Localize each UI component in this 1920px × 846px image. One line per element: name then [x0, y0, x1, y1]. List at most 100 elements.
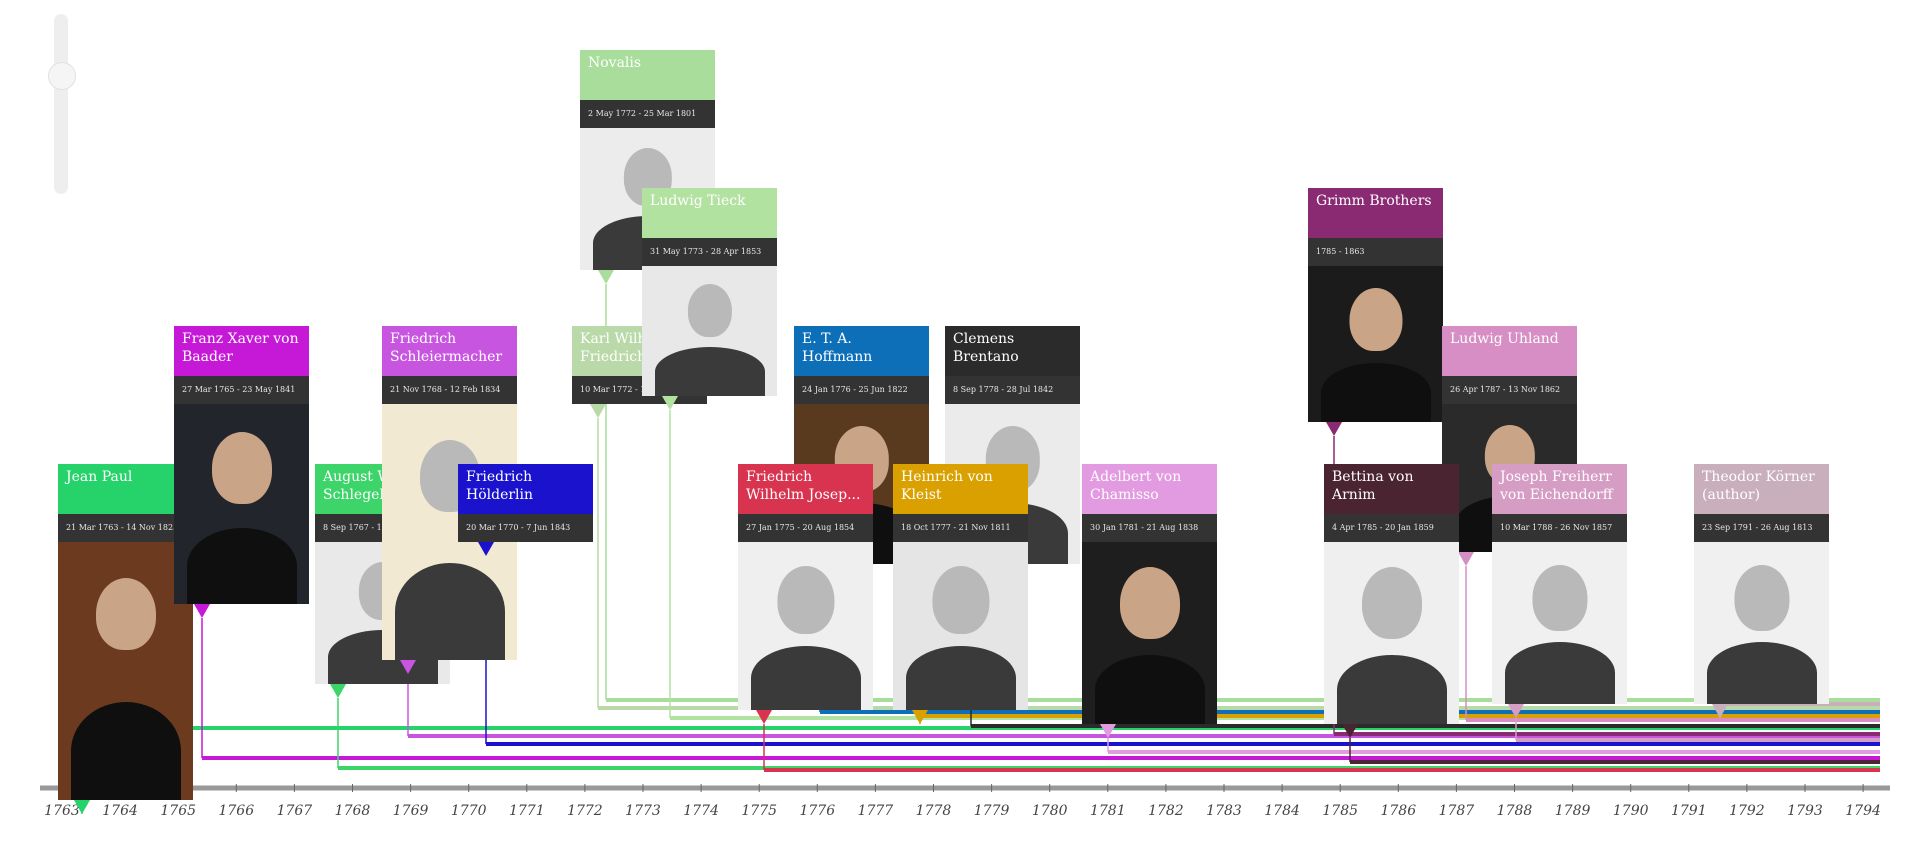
zoom-slider[interactable] [54, 14, 68, 194]
axis-year-label: 1791 [1671, 803, 1707, 819]
person-card-kleist[interactable]: Heinrich von Kleist 18 Oct 1777 - 21 Nov … [893, 464, 1028, 710]
axis-year-label: 1764 [102, 803, 138, 819]
timeline-marker-kleist[interactable] [912, 710, 928, 724]
person-name: Friedrich Hölderlin [458, 464, 593, 514]
axis-year-label: 1773 [625, 803, 661, 819]
person-card-chamisso[interactable]: Adelbert von Chamisso 30 Jan 1781 - 21 Au… [1082, 464, 1217, 724]
axis-year-label: 1793 [1787, 803, 1823, 819]
timeline-marker-schleiermacher[interactable] [400, 660, 416, 674]
person-dates: 21 Nov 1768 - 12 Feb 1834 [382, 376, 517, 404]
person-name: Friedrich Schleiermacher [382, 326, 517, 376]
portrait-image [1308, 266, 1443, 422]
person-dates: 10 Mar 1788 - 26 Nov 1857 [1492, 514, 1627, 542]
zoom-slider-handle[interactable] [48, 62, 76, 90]
person-dates: 27 Jan 1775 - 20 Aug 1854 [738, 514, 873, 542]
axis-year-label: 1767 [277, 803, 313, 819]
axis-ticks: 1763 1764 1765 1766 1767 1768 1769 1770 1771 1772… [44, 784, 1881, 819]
person-dates: 2 May 1772 - 25 Mar 1801 [580, 100, 715, 128]
person-dates: 8 Sep 1778 - 28 Jul 1842 [945, 376, 1080, 404]
timeline-marker-uhland[interactable] [1458, 552, 1474, 566]
axis-year-label: 1769 [393, 803, 429, 819]
axis-year-label: 1768 [335, 803, 371, 819]
person-dates: 21 Mar 1763 - 14 Nov 1825 [58, 514, 193, 542]
axis-year-label: 1778 [916, 803, 952, 819]
axis-year-label: 1783 [1206, 803, 1242, 819]
axis-year-label: 1763 [44, 803, 80, 819]
person-card-schleiermacher[interactable]: Friedrich Schleiermacher 21 Nov 1768 - 12… [382, 326, 517, 660]
person-name: Grimm Brothers [1308, 188, 1443, 238]
axis-year-label: 1777 [858, 803, 894, 819]
person-card-tieck[interactable]: Ludwig Tieck 31 May 1773 - 28 Apr 1853 [642, 188, 777, 396]
person-card-baader[interactable]: Franz Xaver von Baader 27 Mar 1765 - 23 M… [174, 326, 309, 604]
axis-year-label: 1781 [1090, 803, 1126, 819]
portrait-image [1082, 542, 1217, 724]
axis-year-label: 1786 [1380, 803, 1416, 819]
person-card-schelling[interactable]: Friedrich Wilhelm Josep... 27 Jan 1775 - … [738, 464, 873, 710]
portrait-image [174, 404, 309, 604]
person-dates: 4 Apr 1785 - 20 Jan 1859 [1324, 514, 1459, 542]
person-dates: 27 Mar 1765 - 23 May 1841 [174, 376, 309, 404]
timeline-marker-baader[interactable] [194, 604, 210, 618]
person-name: E. T. A. Hoffmann [794, 326, 929, 376]
person-dates: 23 Sep 1791 - 26 Aug 1813 [1694, 514, 1829, 542]
portrait-image [1324, 542, 1459, 724]
portrait-image [382, 404, 517, 660]
axis-year-label: 1782 [1148, 803, 1184, 819]
portrait-image [58, 542, 193, 800]
timeline-marker-schlegel[interactable] [330, 684, 346, 698]
timeline-marker-koerner[interactable] [1712, 704, 1728, 718]
timeline-marker-eichendorff[interactable] [1508, 704, 1524, 718]
person-card-eichendorff[interactable]: Joseph Freiherr von Eichendorff 10 Mar 17… [1492, 464, 1627, 704]
portrait-image [893, 542, 1028, 710]
timeline-marker-schlegel-fr[interactable] [590, 404, 606, 418]
portrait-image [642, 266, 777, 396]
timeline-marker-novalis[interactable] [598, 270, 614, 284]
person-dates: 18 Oct 1777 - 21 Nov 1811 [893, 514, 1028, 542]
timeline-marker-tieck[interactable] [662, 396, 678, 410]
person-name: Heinrich von Kleist [893, 464, 1028, 514]
person-card-grimm[interactable]: Grimm Brothers 1785 - 1863 [1308, 188, 1443, 422]
person-name: Ludwig Tieck [642, 188, 777, 238]
axis-year-label: 1771 [509, 803, 545, 819]
axis-year-label: 1794 [1845, 803, 1881, 819]
person-card-koerner[interactable]: Theodor Körner (author) 23 Sep 1791 - 26 … [1694, 464, 1829, 704]
person-dates: 30 Jan 1781 - 21 Aug 1838 [1082, 514, 1217, 542]
timeline-marker-jean-paul[interactable] [74, 800, 90, 814]
axis-year-label: 1789 [1555, 803, 1591, 819]
axis-year-label: 1785 [1322, 803, 1358, 819]
person-name: Franz Xaver von Baader [174, 326, 309, 376]
person-name: Clemens Brentano [945, 326, 1080, 376]
person-name: Jean Paul [58, 464, 193, 514]
axis-year-label: 1774 [683, 803, 719, 819]
person-name: Friedrich Wilhelm Josep... [738, 464, 873, 514]
person-name: Ludwig Uhland [1442, 326, 1577, 376]
person-dates: 26 Apr 1787 - 13 Nov 1862 [1442, 376, 1577, 404]
axis-year-label: 1784 [1264, 803, 1300, 819]
person-name: Theodor Körner (author) [1694, 464, 1829, 514]
axis-year-label: 1772 [567, 803, 603, 819]
axis-year-label: 1780 [1032, 803, 1068, 819]
person-card-jean-paul[interactable]: Jean Paul 21 Mar 1763 - 14 Nov 1825 [58, 464, 193, 800]
timeline-marker-grimm[interactable] [1326, 422, 1342, 436]
axis-year-label: 1790 [1613, 803, 1649, 819]
timeline-marker-arnim[interactable] [1342, 724, 1358, 738]
axis-year-label: 1776 [799, 803, 835, 819]
timeline-marker-schelling[interactable] [756, 710, 772, 724]
person-dates: 31 May 1773 - 28 Apr 1853 [642, 238, 777, 266]
timeline-marker-hoelderlin[interactable] [478, 542, 494, 556]
axis-year-label: 1787 [1439, 803, 1475, 819]
person-card-arnim[interactable]: Bettina von Arnim 4 Apr 1785 - 20 Jan 185… [1324, 464, 1459, 724]
person-dates: 20 Mar 1770 - 7 Jun 1843 [458, 514, 593, 542]
person-name: Novalis [580, 50, 715, 100]
axis-year-label: 1779 [974, 803, 1010, 819]
person-dates: 1785 - 1863 [1308, 238, 1443, 266]
axis-year-label: 1765 [160, 803, 196, 819]
timeline-marker-chamisso[interactable] [1100, 724, 1116, 738]
person-card-hoelderlin[interactable]: Friedrich Hölderlin 20 Mar 1770 - 7 Jun 1… [458, 464, 593, 542]
axis-year-label: 1792 [1729, 803, 1765, 819]
portrait-image [1694, 542, 1829, 704]
axis-year-label: 1766 [218, 803, 254, 819]
person-dates: 24 Jan 1776 - 25 Jun 1822 [794, 376, 929, 404]
person-name: Adelbert von Chamisso [1082, 464, 1217, 514]
